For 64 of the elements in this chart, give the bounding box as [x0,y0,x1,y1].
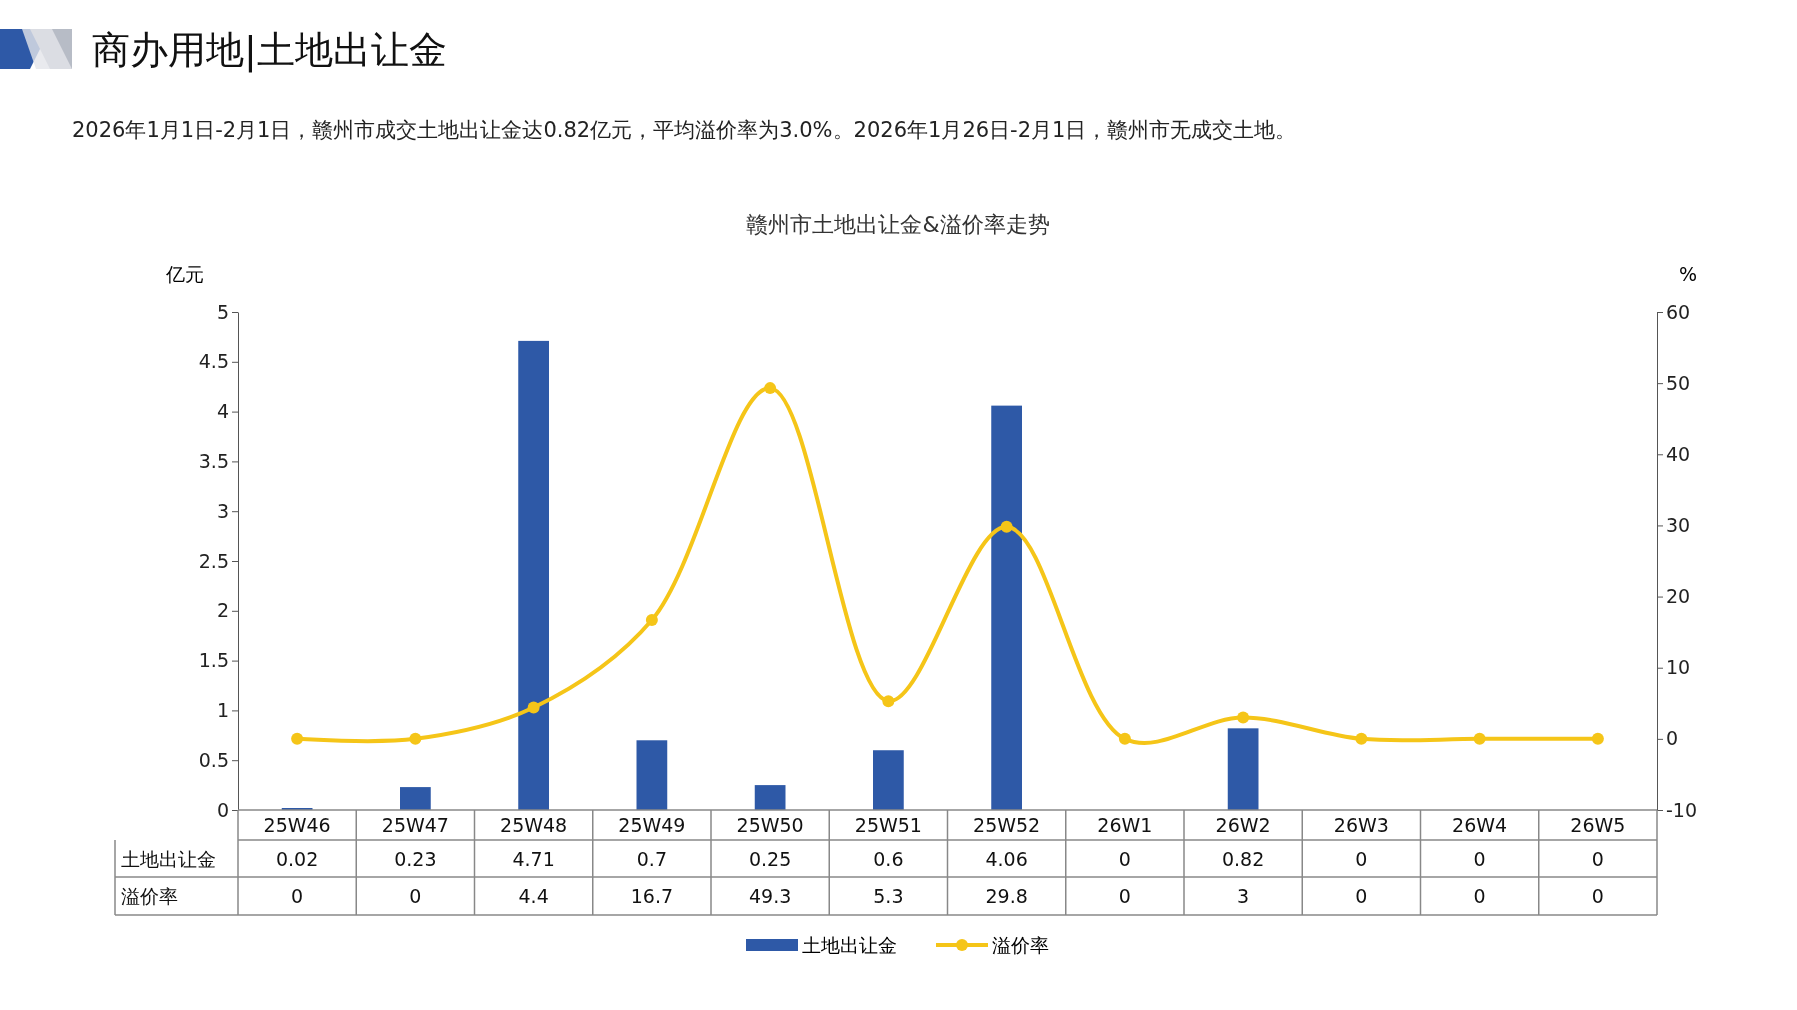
x-tick-label: 26W1 [1097,814,1153,836]
x-tick-label: 26W5 [1570,814,1626,836]
y2-tick-label: 20 [1666,585,1691,608]
y-tick-label: 5 [216,300,229,323]
legend-label: 溢价率 [992,934,1049,956]
data-label: 4.4 [518,885,549,907]
text: 溢价率 [121,885,178,907]
x-tick-label: 25W48 [500,814,568,836]
x-tick-label: 25W52 [973,814,1041,836]
data-label: 0.82 [1221,847,1265,870]
chart-title: 商办用地|土地出让金 [92,28,447,73]
data-label: 0 [1355,885,1368,907]
data-label: 0.02 [275,847,319,870]
y2-tick-label: 60 [1666,300,1691,323]
y-tick-label: 3.5 [198,449,229,472]
x-tick-label: 25W50 [736,814,804,836]
y-tick-label: 4.5 [198,350,229,373]
data-label: 3 [1237,885,1250,907]
x-tick-label: 25W47 [381,814,449,836]
y-tick-label: 1.5 [198,649,229,672]
data-label: 0 [291,885,304,907]
data-label: 0.6 [873,847,904,870]
y-axis-title: 亿元 [165,263,204,285]
x-tick-label: 25W51 [854,814,922,836]
y-tick-label: 2 [216,599,229,622]
data-label: 49.3 [748,885,792,907]
y2-tick-label: 30 [1666,514,1691,537]
y-tick-label: 1 [216,698,229,721]
data-label: 0.23 [394,847,437,870]
data-label: 0.7 [636,847,667,870]
y-tick-label: 3 [216,499,229,522]
x-tick-label: 26W2 [1215,814,1271,836]
data-label: 0 [1118,847,1131,870]
data-label: 0.25 [748,847,792,870]
x-tick-label: 25W46 [263,814,331,836]
data-label: 16.7 [630,885,674,907]
data-label: 5.3 [873,885,904,907]
data-label: 4.06 [985,847,1028,870]
y2-tick-label: 50 [1666,371,1691,394]
data-label: 29.8 [985,885,1028,907]
data-label: 0 [1118,885,1131,907]
y-tick-label: 4 [216,400,229,423]
x-tick-label: 26W4 [1452,814,1508,836]
y2-axis-title: % [1678,263,1698,285]
y-tick-label: 2.5 [198,549,229,572]
x-tick-label: 25W49 [618,814,686,836]
y2-tick-label: 40 [1666,442,1691,465]
text: 土地出让金 [121,847,216,870]
data-label: 0 [1473,885,1486,907]
data-label: 0 [1355,847,1368,870]
y-tick-label: 0.5 [198,748,229,771]
y2-tick-label: 10 [1666,656,1691,679]
data-label: 0 [1591,885,1604,907]
data-label: 0 [409,885,422,907]
data-label: 4.71 [512,847,555,870]
data-label: 0 [1591,847,1604,870]
text: 赣州市土地出让金&溢价率走势 [746,212,1050,237]
y2-tick-label: 0 [1666,727,1679,750]
y-tick-label: 0 [216,798,229,821]
legend-label: 土地出让金 [802,934,897,956]
data-label: 0 [1473,847,1486,870]
chart-subtitle: 2026年1月1日-2月1日，赣州市成交土地出让金达0.82亿元，平均溢价率为3.0%。2026年1月26日-2月1日，赣州市无成交土地。 [72,118,1297,142]
x-tick-label: 26W3 [1333,814,1389,836]
y2-tick-label: -10 [1666,798,1698,821]
